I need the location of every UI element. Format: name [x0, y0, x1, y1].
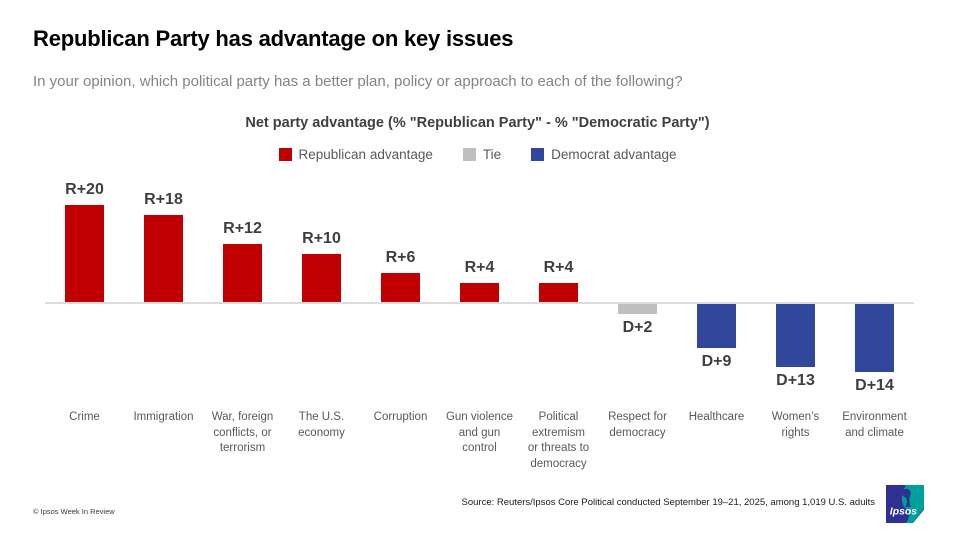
bar-value-label: D+13	[776, 372, 815, 390]
bar	[144, 214, 183, 302]
chart-title: Net party advantage (% "Republican Party…	[245, 115, 710, 131]
page-title: Republican Party has advantage on key is…	[33, 26, 514, 51]
bar	[618, 304, 657, 314]
category-label: Gun violence and gun control	[445, 411, 514, 454]
category-label: The U.S. economy	[298, 411, 345, 439]
legend-swatch-tie	[462, 148, 476, 161]
bar	[539, 282, 578, 302]
bar-value-label: R+20	[65, 181, 104, 198]
bar	[855, 304, 894, 372]
bar	[223, 243, 262, 302]
category-label: Immigration	[133, 411, 194, 423]
bar-value-label: R+4	[464, 258, 495, 276]
x-axis-baseline	[45, 302, 914, 304]
bar	[460, 282, 499, 302]
category-label: Corruption	[373, 411, 428, 423]
source-note: Source: Reuters/Ipsos Core Political con…	[461, 497, 876, 508]
category-label: Women’s rights	[771, 411, 820, 439]
bar-value-label: D+14	[855, 376, 894, 394]
bar-value-label: R+6	[385, 248, 416, 266]
chart-legend: Republican advantage Tie Democrat advantag…	[0, 147, 955, 162]
bar	[381, 272, 420, 302]
ipsos-logo: Ipsos	[886, 485, 924, 523]
bar-value-label: R+10	[302, 229, 341, 247]
ipsos-logo-graphic: Ipsos	[886, 485, 924, 523]
legend-label: Republican advantage	[298, 147, 433, 162]
legend-item-tie: Tie	[462, 147, 502, 162]
bar	[776, 304, 815, 368]
bar-value-label: R+4	[543, 258, 574, 276]
bar	[697, 304, 736, 348]
ipsos-logo-text: Ipsos	[890, 506, 917, 517]
copyright-note: © Ipsos Week In Review	[33, 507, 115, 516]
bar-value-label: D+9	[701, 352, 732, 370]
legend-label: Democrat advantage	[551, 147, 677, 162]
category-label: Environment and climate	[842, 411, 907, 439]
legend-item-republican: Republican advantage	[278, 147, 433, 162]
legend-item-democrat: Democrat advantage	[531, 147, 676, 162]
category-label: War, foreign conflicts, or terrorism	[211, 411, 274, 454]
category-label: Respect for democracy	[608, 411, 667, 439]
bar-value-label: R+12	[223, 219, 262, 237]
page-subtitle: In your opinion, which political party h…	[33, 73, 683, 90]
category-label: Crime	[69, 411, 100, 423]
category-label: Political extremism or threats to democr…	[527, 411, 590, 470]
legend-swatch-republican	[278, 148, 292, 161]
legend-label: Tie	[482, 147, 502, 162]
bar	[65, 205, 104, 302]
bar	[302, 253, 341, 302]
bar-value-label: R+18	[144, 190, 183, 208]
category-label: Healthcare	[688, 411, 745, 423]
bar-value-label: D+2	[622, 318, 653, 336]
legend-swatch-democrat	[531, 148, 545, 161]
